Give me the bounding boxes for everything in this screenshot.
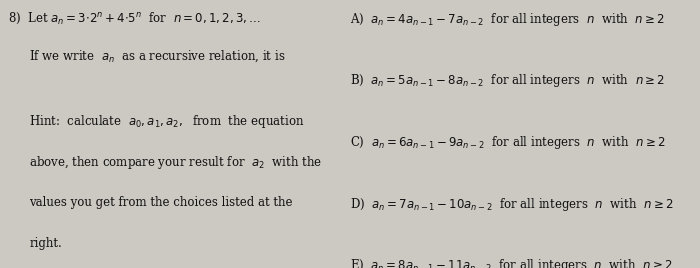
Text: B)  $a_n = 5a_{n-1} - 8a_{n-2}$  for all integers  $n$  with  $n \geq 2$: B) $a_n = 5a_{n-1} - 8a_{n-2}$ for all i… — [350, 72, 665, 89]
Text: 8)  Let $a_n = 3{\cdot}2^n + 4{\cdot}5^n$  for  $n = 0, 1, 2, 3, \ldots$: 8) Let $a_n = 3{\cdot}2^n + 4{\cdot}5^n$… — [8, 11, 262, 26]
Text: D)  $a_n = 7a_{n-1} - 10a_{n-2}$  for all integers  $n$  with  $n \geq 2$: D) $a_n = 7a_{n-1} - 10a_{n-2}$ for all … — [350, 196, 673, 213]
Text: above, then compare your result for  $a_2$  with the: above, then compare your result for $a_2… — [29, 154, 323, 171]
Text: If we write  $a_n$  as a recursive relation, it is: If we write $a_n$ as a recursive relatio… — [29, 48, 286, 64]
Text: Hint:  calculate  $a_0, a_1, a_2,$  from  the equation: Hint: calculate $a_0, a_1, a_2,$ from th… — [29, 113, 304, 129]
Text: E)  $a_n = 8a_{n-1} - 11a_{n-2}$  for all integers  $n$  with  $n \geq 2$: E) $a_n = 8a_{n-1} - 11a_{n-2}$ for all … — [350, 257, 673, 268]
Text: C)  $a_n = 6a_{n-1} - 9a_{n-2}$  for all integers  $n$  with  $n \geq 2$: C) $a_n = 6a_{n-1} - 9a_{n-2}$ for all i… — [350, 134, 666, 151]
Text: right.: right. — [29, 237, 62, 250]
Text: A)  $a_n = 4a_{n-1} - 7a_{n-2}$  for all integers  $n$  with  $n \geq 2$: A) $a_n = 4a_{n-1} - 7a_{n-2}$ for all i… — [350, 11, 665, 28]
Text: values you get from the choices listed at the: values you get from the choices listed a… — [29, 196, 293, 209]
